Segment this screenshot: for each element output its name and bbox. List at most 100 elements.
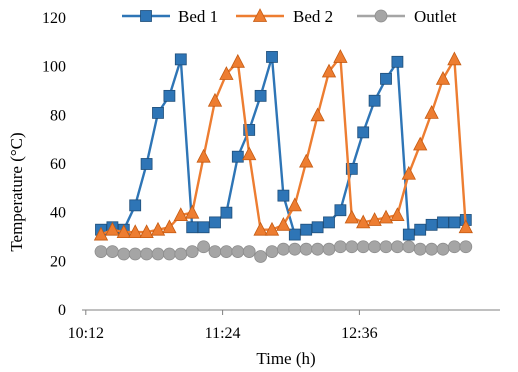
data-point-outlet xyxy=(413,242,427,256)
data-point-outlet xyxy=(94,245,108,259)
data-point-bed-1 xyxy=(345,162,358,175)
data-point-bed-2 xyxy=(93,226,109,241)
data-point-bed-1 xyxy=(277,189,290,202)
x-tick-label: 10:12 xyxy=(68,325,104,342)
y-tick-label: 0 xyxy=(58,302,66,319)
data-point-bed-1 xyxy=(437,216,449,229)
data-point-bed-1 xyxy=(323,216,335,229)
data-point-bed-2 xyxy=(413,136,428,151)
data-point-outlet xyxy=(390,240,404,254)
data-point-bed-2 xyxy=(435,70,451,85)
data-point-bed-2 xyxy=(207,92,223,107)
data-point-outlet xyxy=(197,240,211,254)
data-point-bed-2 xyxy=(310,107,325,122)
data-point-bed-1 xyxy=(209,216,221,229)
data-point-bed-2 xyxy=(264,221,280,236)
legend-marker-bed-2 xyxy=(252,8,268,22)
data-point-outlet xyxy=(276,242,290,256)
series-line-bed-1 xyxy=(100,55,467,236)
data-point-bed-2 xyxy=(390,207,405,222)
data-point-bed-1 xyxy=(174,53,187,66)
x-tick-label: 12:36 xyxy=(341,325,377,342)
data-point-bed-1 xyxy=(414,223,427,236)
data-point-bed-1 xyxy=(254,89,267,102)
data-point-bed-2 xyxy=(219,66,234,80)
data-point-outlet xyxy=(185,245,199,259)
data-point-bed-2 xyxy=(299,153,314,168)
y-axis-ticks: 0 20 40 60 80 100 120 xyxy=(42,10,66,319)
legend-item-bed-1: Bed 1 xyxy=(122,7,218,26)
data-point-bed-2 xyxy=(424,105,439,119)
series-bed-2 xyxy=(93,49,473,241)
data-point-outlet xyxy=(231,245,245,259)
data-point-bed-2 xyxy=(242,146,257,161)
data-point-outlet xyxy=(117,247,131,261)
y-tick-label: 120 xyxy=(42,10,66,27)
data-point-outlet xyxy=(425,242,439,256)
data-point-bed-2 xyxy=(150,221,166,236)
data-point-bed-2 xyxy=(196,148,211,163)
data-point-bed-2 xyxy=(105,221,120,236)
data-point-outlet xyxy=(265,245,279,259)
x-axis-title: Time (h) xyxy=(256,349,315,368)
data-point-outlet xyxy=(151,247,165,261)
data-point-bed-1 xyxy=(448,216,461,229)
data-point-bed-2 xyxy=(162,219,177,234)
data-point-bed-2 xyxy=(276,216,291,231)
data-point-bed-2 xyxy=(287,197,302,212)
data-point-bed-1 xyxy=(425,218,438,231)
data-point-bed-2 xyxy=(230,53,245,68)
data-point-outlet xyxy=(459,240,473,254)
legend-marker-bed-1 xyxy=(140,10,152,22)
data-point-bed-2 xyxy=(344,209,359,224)
data-point-bed-1 xyxy=(186,221,199,234)
data-point-outlet xyxy=(368,240,382,254)
series-layer xyxy=(93,49,473,263)
data-point-outlet xyxy=(140,247,154,261)
data-point-outlet xyxy=(219,245,233,259)
data-point-bed-2 xyxy=(378,209,394,224)
data-point-bed-2 xyxy=(116,224,131,239)
data-point-bed-1 xyxy=(288,228,301,241)
data-point-bed-2 xyxy=(447,51,462,66)
series-bed-1 xyxy=(95,51,472,241)
data-point-outlet xyxy=(128,247,142,261)
y-tick-label: 60 xyxy=(50,156,66,173)
data-point-outlet xyxy=(174,247,188,261)
legend-label-bed-1: Bed 1 xyxy=(178,7,218,26)
x-axis-ticks: 10:12 11:24 12:36 xyxy=(68,310,378,342)
y-tick-label: 80 xyxy=(50,107,66,124)
data-point-outlet xyxy=(333,240,347,254)
y-axis-title: Temperature (°C) xyxy=(7,132,26,251)
data-point-bed-1 xyxy=(163,89,176,102)
data-point-outlet xyxy=(322,242,336,256)
data-point-bed-1 xyxy=(391,55,404,68)
data-point-outlet xyxy=(402,240,416,254)
data-point-outlet xyxy=(242,245,256,259)
data-point-bed-2 xyxy=(253,221,268,236)
data-point-bed-1 xyxy=(380,72,392,85)
legend-item-outlet: Outlet xyxy=(357,7,457,26)
legend-label-bed-2: Bed 2 xyxy=(293,7,333,26)
data-point-outlet xyxy=(379,240,393,254)
data-point-bed-1 xyxy=(197,221,210,234)
data-point-outlet xyxy=(106,245,119,259)
y-tick-label: 100 xyxy=(42,59,66,76)
data-point-outlet xyxy=(162,247,176,261)
data-point-bed-2 xyxy=(367,212,382,226)
legend-marker-outlet xyxy=(374,9,388,23)
series-line-bed-2 xyxy=(100,55,467,236)
data-point-bed-1 xyxy=(152,107,164,119)
data-point-bed-1 xyxy=(334,204,347,217)
data-point-bed-2 xyxy=(356,214,371,229)
data-point-outlet xyxy=(254,250,268,263)
data-point-bed-2 xyxy=(128,224,143,239)
data-point-bed-1 xyxy=(300,223,313,236)
data-point-outlet xyxy=(345,240,359,254)
data-point-bed-1 xyxy=(129,199,142,212)
data-point-outlet xyxy=(356,240,370,254)
data-point-bed-2 xyxy=(185,204,200,219)
data-point-bed-2 xyxy=(321,63,337,78)
data-point-bed-1 xyxy=(140,158,153,170)
data-point-bed-1 xyxy=(266,51,278,63)
